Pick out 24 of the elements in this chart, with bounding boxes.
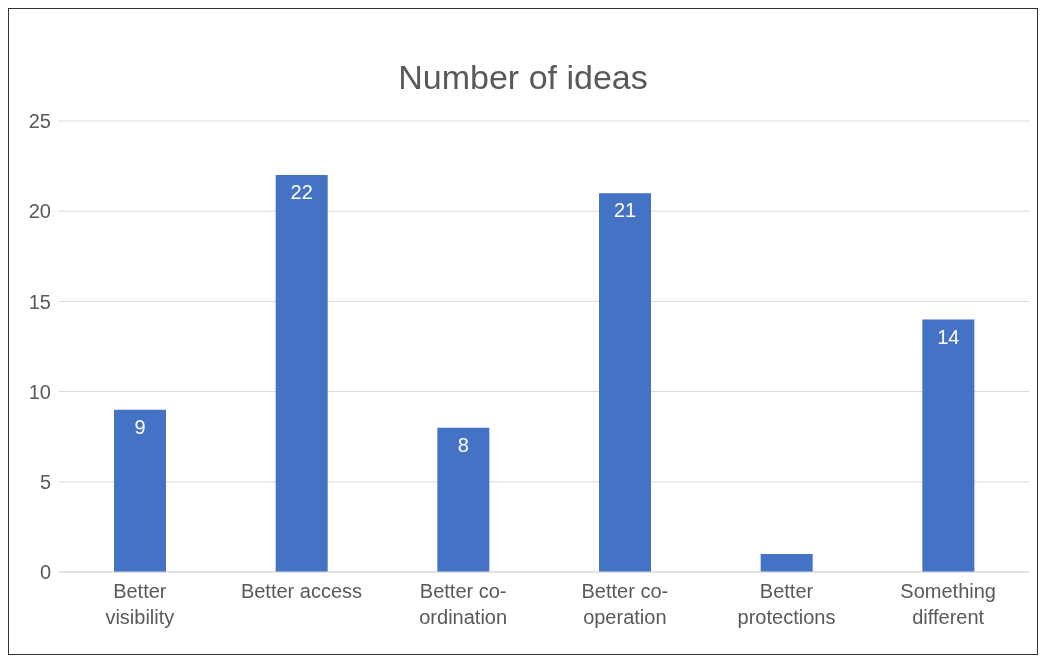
data-label: 21 (613, 199, 637, 222)
x-tick-label: Something different (900, 580, 996, 628)
data-label: 14 (937, 325, 960, 348)
bar (114, 409, 166, 572)
y-tick-label: 25 (28, 110, 51, 133)
y-tick-label: 5 (39, 470, 51, 493)
x-tick-label: Better protections (737, 580, 836, 628)
y-tick-label: 15 (28, 290, 51, 313)
chart-title: Number of ideas (397, 57, 649, 97)
data-label: 8 (457, 433, 469, 456)
data-label: 9 (134, 415, 146, 438)
x-tick-label: Better access (240, 580, 363, 602)
y-tick-label: 20 (28, 200, 51, 223)
bar (275, 175, 328, 572)
x-tick-label: Better co-operation (581, 580, 669, 628)
y-tick-label: 10 (28, 380, 51, 403)
x-tick-label: Better co-ordination (419, 580, 508, 628)
bar (437, 427, 490, 572)
bar (599, 193, 651, 572)
y-tick-label: 0 (39, 561, 51, 584)
bar (760, 553, 813, 572)
bar (922, 319, 975, 572)
data-label: 22 (290, 181, 313, 204)
x-tick-label: Better visibility (105, 580, 175, 628)
